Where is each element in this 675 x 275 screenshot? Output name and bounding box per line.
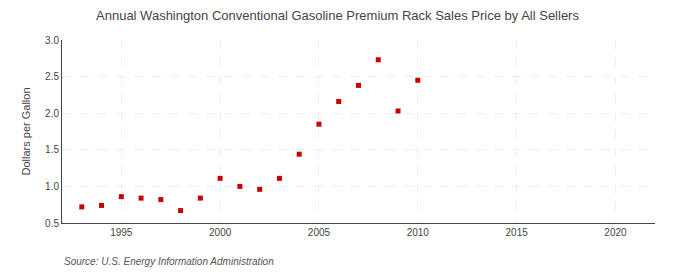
svg-text:Dollars per Gallon: Dollars per Gallon bbox=[20, 87, 32, 175]
svg-text:Source: U.S. Energy Informatio: Source: U.S. Energy Information Administ… bbox=[64, 256, 274, 267]
svg-text:2.5: 2.5 bbox=[45, 71, 59, 82]
svg-text:1.0: 1.0 bbox=[45, 181, 59, 192]
svg-text:1.5: 1.5 bbox=[45, 144, 59, 155]
svg-text:1995: 1995 bbox=[110, 227, 133, 238]
svg-text:3.0: 3.0 bbox=[45, 35, 59, 46]
svg-text:2010: 2010 bbox=[407, 227, 430, 238]
svg-text:Annual Washington Conventional: Annual Washington Conventional Gasoline … bbox=[96, 8, 579, 23]
svg-text:2000: 2000 bbox=[209, 227, 232, 238]
svg-text:2005: 2005 bbox=[308, 227, 331, 238]
svg-text:2.0: 2.0 bbox=[45, 108, 59, 119]
svg-text:0.5: 0.5 bbox=[45, 218, 59, 229]
svg-text:2020: 2020 bbox=[604, 227, 627, 238]
svg-text:2015: 2015 bbox=[506, 227, 529, 238]
